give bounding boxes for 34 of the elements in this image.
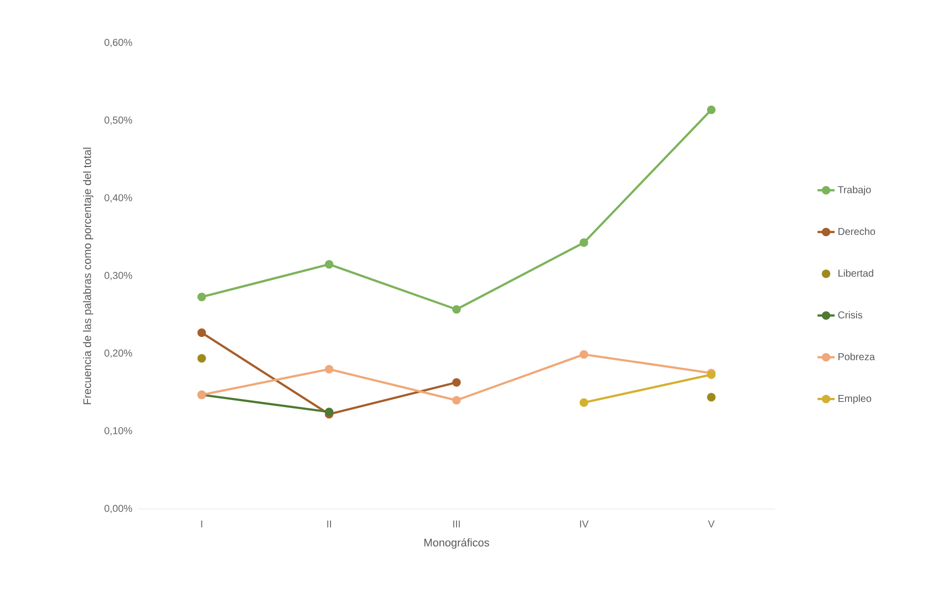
point (580, 350, 588, 359)
point (452, 396, 461, 405)
point (324, 260, 334, 269)
y-tick-label: 0,60% (104, 38, 132, 48)
point (707, 392, 716, 402)
legend-label: Crisis (838, 311, 862, 318)
y-tick-label: 0,50% (104, 116, 132, 125)
y-tick-label: 0,10% (104, 427, 132, 436)
y-tick-label: 0,20% (104, 350, 132, 358)
y-tick-label: 0,40% (104, 194, 132, 202)
legend-label: Derecho (838, 228, 876, 235)
x-tick-label: I (201, 520, 202, 528)
x-tick-label: V (708, 520, 715, 528)
legend-label: Libertad (838, 269, 874, 277)
point (452, 305, 461, 314)
x-tick-label: III (453, 520, 460, 528)
point (197, 354, 206, 363)
y-tick-label: 0,30% (104, 272, 132, 280)
point (707, 105, 716, 114)
point (324, 364, 334, 374)
x-axis-title: Monográficos (424, 538, 490, 549)
legend-label: Empleo (838, 394, 872, 404)
legend-label: Trabajo (838, 186, 871, 196)
x-tick-label: II (327, 520, 331, 528)
point (580, 398, 588, 407)
point (197, 292, 206, 302)
point (580, 238, 588, 247)
y-tick-label: 0,00% (104, 504, 132, 514)
x-tick-label: IV (580, 520, 589, 528)
legend-label: Pobreza (838, 352, 875, 360)
point (452, 378, 461, 387)
point (197, 328, 206, 337)
y-axis-title: Frecuencia de las palabras como porcentaje del total (83, 148, 94, 404)
point (324, 408, 334, 416)
